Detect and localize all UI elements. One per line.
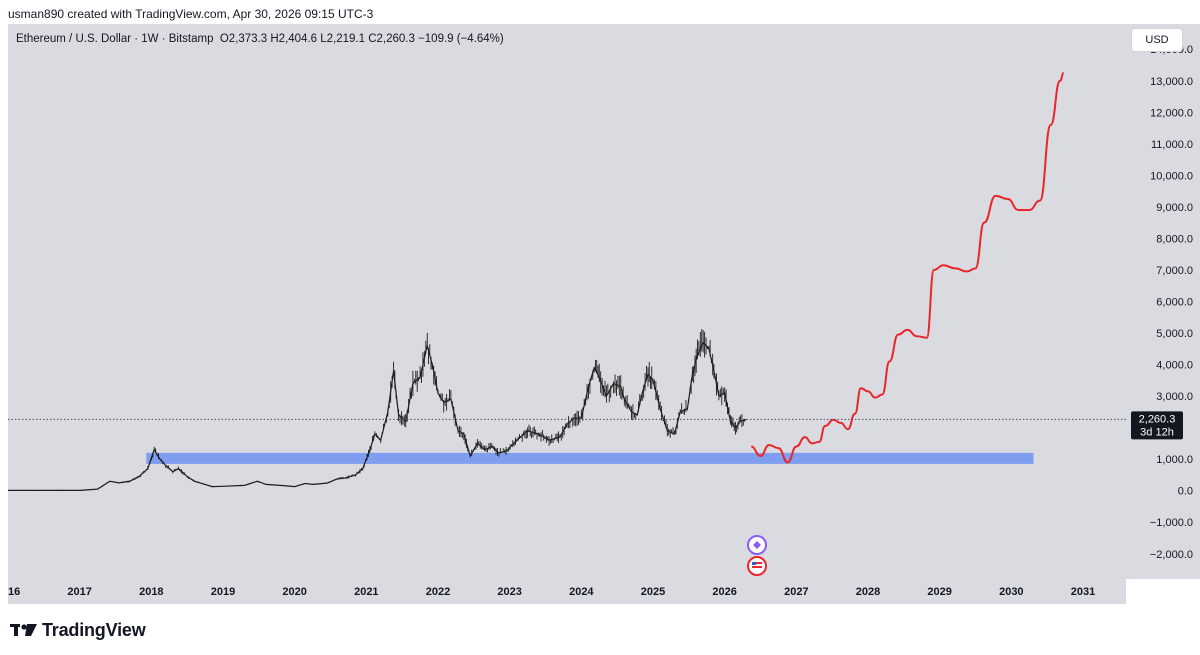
x-tick-label: 2018 — [139, 586, 163, 598]
current-price-label — [1131, 411, 1183, 440]
x-tick-label: 2028 — [856, 586, 880, 598]
x-tick-label: 2024 — [569, 586, 594, 598]
x-tick-label: 2021 — [354, 586, 378, 598]
y-tick-label: 12,000.0 — [1150, 107, 1193, 119]
eth-price-line[interactable] — [8, 341, 747, 491]
x-tick-label: 2016 — [8, 586, 20, 598]
footer-brand: TradingView — [10, 619, 146, 641]
price-axis-background — [1126, 24, 1200, 579]
projection-line[interactable] — [750, 71, 1065, 464]
time-axis-background — [8, 579, 1126, 604]
bar-countdown: 3d 12h — [1140, 426, 1174, 438]
current-price-value: 2,260.3 — [1139, 413, 1176, 425]
y-tick-label: 4,000.0 — [1156, 360, 1193, 372]
x-tick-label: 2020 — [282, 586, 306, 598]
x-tick-label: 2017 — [67, 586, 91, 598]
x-tick-label: 2031 — [1071, 586, 1095, 598]
y-tick-label: −1,000.0 — [1150, 517, 1193, 529]
y-tick-label: 9,000.0 — [1156, 202, 1193, 214]
symbol-legend: Ethereum / U.S. Dollar · 1W · Bitstamp O… — [16, 33, 504, 45]
y-tick-label: 7,000.0 — [1156, 265, 1193, 277]
symbol-name: Ethereum / U.S. Dollar · 1W · Bitstamp — [16, 33, 214, 45]
y-tick-label: 8,000.0 — [1156, 233, 1193, 245]
y-tick-label: 10,000.0 — [1150, 170, 1193, 182]
support-zone-rect[interactable] — [146, 452, 1034, 464]
ohlc-values: O2,373.3 H2,404.6 L2,219.1 C2,260.3 −109… — [219, 33, 504, 45]
x-tick-label: 2030 — [999, 586, 1023, 598]
x-tick-label: 2026 — [712, 586, 736, 598]
x-tick-label: 2023 — [497, 586, 521, 598]
x-tick-label: 2019 — [211, 586, 235, 598]
attribution-text: usman890 created with TradingView.com, A… — [8, 7, 374, 21]
y-tick-label: −2,000.0 — [1150, 549, 1193, 561]
y-tick-label: 11,000.0 — [1151, 139, 1193, 151]
x-tick-label: 2027 — [784, 586, 808, 598]
chart-area[interactable]: 14,000.013,000.012,000.011,000.010,000.0… — [8, 24, 1200, 604]
event-icon-group[interactable] — [747, 535, 767, 576]
x-tick-label: 2029 — [927, 586, 951, 598]
tradingview-logo-icon — [10, 624, 37, 636]
chart-svg[interactable]: 14,000.013,000.012,000.011,000.010,000.0… — [8, 24, 1200, 604]
y-tick-label: 1,000.0 — [1156, 454, 1193, 466]
y-tick-label: 3,000.0 — [1156, 391, 1193, 403]
y-tick-label: 5,000.0 — [1156, 328, 1193, 340]
currency-button[interactable]: USD — [1131, 28, 1183, 52]
y-tick-label: 0.0 — [1178, 486, 1193, 498]
plot-background — [8, 24, 1126, 579]
brand-name: TradingView — [42, 619, 146, 640]
x-tick-label: 2022 — [426, 586, 450, 598]
y-tick-label: 6,000.0 — [1156, 297, 1193, 309]
x-tick-label: 2025 — [641, 586, 665, 598]
y-tick-label: 13,000.0 — [1150, 76, 1193, 88]
